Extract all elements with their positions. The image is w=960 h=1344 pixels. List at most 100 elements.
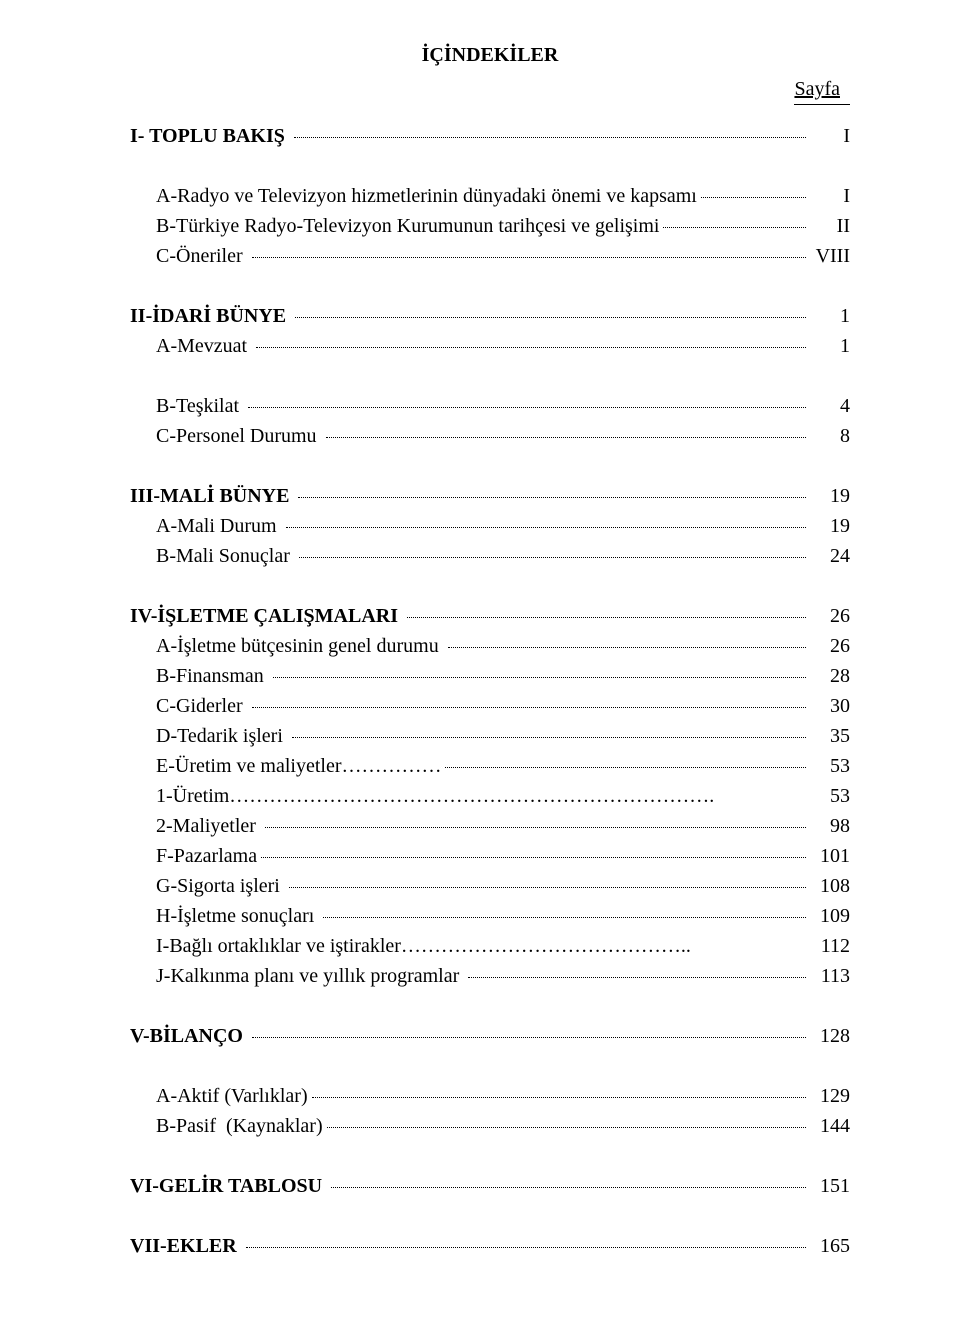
toc-row: H-İşletme sonuçları 109 — [130, 901, 850, 931]
toc-page-number: 101 — [810, 841, 850, 871]
toc-page-number: II — [810, 211, 850, 241]
toc-label: I- TOPLU BAKIŞ — [130, 121, 290, 151]
toc-row: G-Sigorta işleri 108 — [130, 871, 850, 901]
toc-leader-dots — [252, 257, 806, 258]
toc-page-number: 144 — [810, 1111, 850, 1141]
toc-page-number: 26 — [810, 631, 850, 661]
toc-page-number: 165 — [810, 1231, 850, 1261]
toc-label: J-Kalkınma planı ve yıllık programlar — [156, 961, 464, 991]
toc-leader-dots — [292, 737, 806, 738]
toc-leader-dots — [252, 707, 806, 708]
toc-leader-dots — [295, 317, 806, 318]
toc-leader-dots — [448, 647, 806, 648]
toc-label: B-Pasif (Kaynaklar) — [156, 1111, 323, 1141]
toc-label: C-Giderler — [156, 691, 248, 721]
toc-leader-dots — [326, 437, 806, 438]
toc-page-number: 112 — [810, 931, 850, 961]
toc-row: II-İDARİ BÜNYE 1 — [130, 301, 850, 331]
toc-leader-dots — [445, 767, 806, 768]
toc-label: IV-İŞLETME ÇALIŞMALARI — [130, 601, 403, 631]
toc-label: B-Finansman — [156, 661, 269, 691]
toc-row: I- TOPLU BAKIŞ I — [130, 121, 850, 151]
toc-page-number: 53 — [810, 781, 850, 811]
toc-label: A-Radyo ve Televizyon hizmetlerinin düny… — [156, 181, 697, 211]
toc-leader-dots — [273, 677, 806, 678]
toc-row: 1-Üretim………………………………………………………………. 53 — [130, 781, 850, 811]
toc-leader-dots — [261, 857, 806, 858]
toc-row: III-MALİ BÜNYE 19 — [130, 481, 850, 511]
toc-page-number: 4 — [810, 391, 850, 421]
toc-row: 2-Maliyetler 98 — [130, 811, 850, 841]
toc-leader-dots — [407, 617, 806, 618]
toc-row: A-Mali Durum 19 — [130, 511, 850, 541]
toc-row: VII-EKLER 165 — [130, 1231, 850, 1261]
page-header-row: Sayfa — [130, 74, 850, 105]
toc-leader-dots — [252, 1037, 806, 1038]
toc-page-number: 1 — [810, 301, 850, 331]
toc-page-number: 8 — [810, 421, 850, 451]
blank-spacer — [130, 361, 850, 391]
toc-row: IV-İŞLETME ÇALIŞMALARI 26 — [130, 601, 850, 631]
toc-label: C-Öneriler — [156, 241, 248, 271]
toc-page-number: 19 — [810, 481, 850, 511]
toc-leader-dots — [289, 887, 806, 888]
toc-row: I-Bağlı ortaklıklar ve iştirakler…………………… — [130, 931, 850, 961]
toc-label: A-İşletme bütçesinin genel durumu — [156, 631, 444, 661]
toc-leader-dots — [701, 197, 806, 198]
toc-page-number: 113 — [810, 961, 850, 991]
toc-row: E-Üretim ve maliyetler…………… 53 — [130, 751, 850, 781]
toc-page-number: 108 — [810, 871, 850, 901]
toc-label: A-Mevzuat — [156, 331, 252, 361]
blank-spacer — [130, 271, 850, 301]
toc-page-number: 24 — [810, 541, 850, 571]
toc-leader-dots — [248, 407, 806, 408]
toc-leader-dots — [265, 827, 806, 828]
toc-page-number: 109 — [810, 901, 850, 931]
toc-label: V-BİLANÇO — [130, 1021, 248, 1051]
toc-title: İÇİNDEKİLER — [130, 40, 850, 70]
blank-spacer — [130, 1201, 850, 1231]
toc-page-number: 98 — [810, 811, 850, 841]
toc-leader-dots — [246, 1247, 806, 1248]
toc-leader-dots — [298, 497, 806, 498]
toc-leader-dots — [294, 137, 806, 138]
page-header-label: Sayfa — [794, 74, 850, 105]
toc-row: B-Mali Sonuçlar 24 — [130, 541, 850, 571]
toc-leader-dots — [323, 917, 806, 918]
toc-row: V-BİLANÇO 128 — [130, 1021, 850, 1051]
toc-label: C-Personel Durumu — [156, 421, 322, 451]
toc-label: 2-Maliyetler — [156, 811, 261, 841]
toc-row: B-Finansman 28 — [130, 661, 850, 691]
toc-label: B-Mali Sonuçlar — [156, 541, 295, 571]
toc-page-number: 151 — [810, 1171, 850, 1201]
toc-label: D-Tedarik işleri — [156, 721, 288, 751]
toc-page-number: 19 — [810, 511, 850, 541]
blank-spacer — [130, 991, 850, 1021]
toc-label: A-Aktif (Varlıklar) — [156, 1081, 308, 1111]
toc-label: A-Mali Durum — [156, 511, 282, 541]
blank-spacer — [130, 571, 850, 601]
toc-label: I-Bağlı ortaklıklar ve iştirakler…………………… — [156, 931, 691, 961]
toc-leader-dots — [468, 977, 806, 978]
toc-page-number: 35 — [810, 721, 850, 751]
blank-spacer — [130, 451, 850, 481]
toc-label: F-Pazarlama — [156, 841, 257, 871]
toc-row: C-Personel Durumu 8 — [130, 421, 850, 451]
toc-page-number: 129 — [810, 1081, 850, 1111]
toc-row: B-Pasif (Kaynaklar) 144 — [130, 1111, 850, 1141]
toc-leader-dots — [331, 1187, 806, 1188]
toc-row: A-Aktif (Varlıklar) 129 — [130, 1081, 850, 1111]
toc-row: A-İşletme bütçesinin genel durumu 26 — [130, 631, 850, 661]
toc-leader-dots — [663, 227, 806, 228]
toc-page-number: 53 — [810, 751, 850, 781]
toc-label: 1-Üretim………………………………………………………………. — [156, 781, 714, 811]
toc-leader-dots — [312, 1097, 806, 1098]
toc-page-number: 30 — [810, 691, 850, 721]
blank-spacer — [130, 151, 850, 181]
toc-label: E-Üretim ve maliyetler…………… — [156, 751, 441, 781]
toc-page-number: 26 — [810, 601, 850, 631]
toc-container: I- TOPLU BAKIŞ I A-Radyo ve Televizyon hi… — [130, 121, 850, 1261]
toc-page-number: VIII — [810, 241, 850, 271]
toc-row: A-Mevzuat 1 — [130, 331, 850, 361]
toc-label: III-MALİ BÜNYE — [130, 481, 294, 511]
